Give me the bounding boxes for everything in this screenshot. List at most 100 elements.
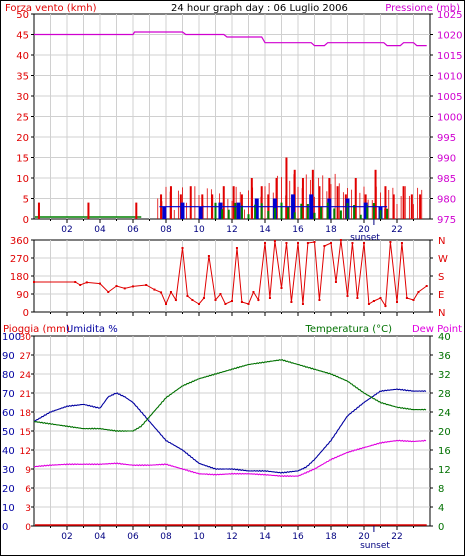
wind-direction-point [306,242,309,244]
wind-average-bar [198,206,203,219]
y-tick-label-rain: 24 [20,371,32,381]
wind-gust-bar [250,178,253,219]
wind-average-trace [293,212,296,219]
y-tick-label-temperature: 0 [438,522,444,533]
y-tick-label-compass: W [438,254,448,265]
temperature-panel-data [33,358,427,526]
y-tick-label-pressure: 985 [437,174,456,185]
wind-direction-point [339,239,342,241]
wind-gust-bar [37,202,40,219]
wind-gust-bar [87,202,90,219]
y-tick-label-wind: 35 [16,72,29,83]
wind-average-trace [339,210,342,219]
wind-direction-point [132,285,134,288]
y-tick-label-temperature: 28 [438,389,451,400]
wind-average-bar [363,202,368,219]
wind-direction-point [231,300,233,302]
wind-gust-bar [318,186,321,219]
wind-direction-point [74,281,77,283]
wind-average-trace [214,202,217,219]
y-tick-label-humidity: 50 [2,427,15,438]
wind-direction-point [417,291,420,293]
x-tick-label: 04 [94,532,106,542]
y-tick-label-pressure: 1025 [437,10,462,21]
y-tick-label-pressure: 1000 [437,113,462,124]
wind-gust-bar [301,178,304,219]
wind-gust-bar [260,186,263,219]
wind-gust-bar [285,157,288,219]
y-tick-label-humidity: 90 [2,351,15,362]
y-tick-label-humidity: 0 [2,522,8,533]
y-tick-label-pressure: 1020 [437,31,462,42]
wind-direction-point [372,300,375,302]
wind-direction-point [285,242,288,244]
y-tick-label-humidity: 40 [2,446,15,457]
wind-average-trace [326,202,329,219]
y-tick-label-wind: 30 [16,92,29,103]
wind-direction-point [240,301,243,303]
x-tick-label: 10 [193,532,205,542]
x-tick-label: 22 [391,532,402,542]
wind-panel-data [34,31,427,219]
wind-direction-point [191,299,194,301]
wind-average-trace [320,206,323,219]
wind-direction-point [235,247,238,249]
x-tick-label: 18 [325,532,337,542]
wind-direction-point [330,242,332,244]
y-tick-label-rain: 6 [25,485,31,495]
y-tick-label-temperature: 4 [438,503,444,514]
wind-direction-point [367,303,370,305]
wind-direction-point [346,295,349,297]
wind-direction-point [79,284,82,286]
wind-gust-bar [384,186,387,219]
wind-gust-bar [392,194,395,219]
wind-direction-point [257,299,260,301]
y-tick-label-rain: 0 [25,523,31,533]
y-tick-label-wind: 10 [16,174,29,185]
y-tick-label-wind: 25 [16,113,29,124]
y-tick-label-humidity: 100 [2,332,21,343]
y-tick-label-pressure: 1015 [437,51,462,62]
wind-average-trace [300,203,303,219]
wind-direction-point [405,297,408,299]
wind-direction-point [181,247,184,249]
wind-direction-point [207,255,210,257]
wind-direction-point [334,281,337,283]
wind-direction-point [169,291,172,293]
y-tick-label-direction: 180 [10,272,29,283]
wind-gust-bar [410,194,413,219]
wind-average-trace [353,205,356,219]
x-tick-label: 08 [160,532,172,542]
y-tick-label-direction: 90 [16,290,29,301]
wind-average-trace [313,212,316,219]
y-tick-label-rain: 3 [25,504,31,514]
pressure-axis-label: Pressione (mb) [385,3,460,14]
humidity-line [33,388,427,474]
humidity-axis-label: Umidita % [66,324,118,335]
wind-average-trace [359,214,362,219]
wind-average-trace [221,209,224,219]
wind-average-trace [280,202,283,219]
y-tick-label-pressure: 995 [437,133,456,144]
y-tick-label-pressure: 1010 [437,72,462,83]
x-tick-label: 04 [94,225,106,235]
wind-direction-point [186,295,189,297]
wind-average-trace [247,214,250,219]
wind-direction-point [425,285,428,287]
wind-average-bar [218,202,223,219]
y-tick-label-wind: 50 [16,10,29,21]
x-tick-label: 14 [259,225,271,235]
temperature-panel-ticks: 02 04 06 08 10 12 14 16 18 20 22302724211815129630… [2,332,451,542]
y-tick-label-temperature: 8 [438,484,444,495]
y-tick-label-humidity: 60 [2,408,15,419]
y-tick-label-temperature: 36 [438,351,451,362]
wind-direction-point [219,293,222,295]
wind-average-trace [234,202,237,219]
wind-average-trace [346,203,349,219]
wind-direction-point [412,299,415,301]
wind-average-trace [333,208,336,219]
y-tick-label-rain: 12 [20,447,31,457]
wind-gust-bar [135,202,138,219]
wind-average-trace [260,203,263,219]
